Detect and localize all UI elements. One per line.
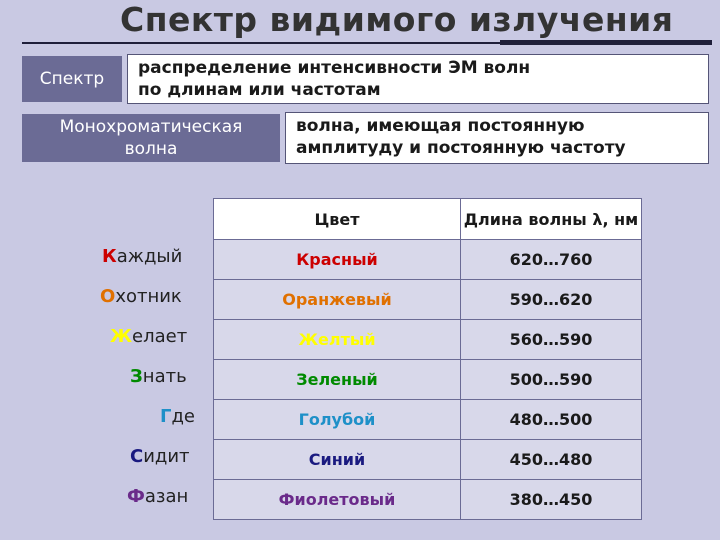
mnemonic-first-letter: З xyxy=(130,366,143,387)
color-name-cell: Желтый xyxy=(213,319,461,360)
table-body: Красный 620…760 Оранжевый 590…620 Желтый 560…… xyxy=(213,239,642,520)
wavelength-range-cell: 450…480 xyxy=(460,439,642,480)
wavelength-range-cell: 620…760 xyxy=(460,239,642,280)
color-name-cell: Оранжевый xyxy=(213,279,461,320)
mnemonic-word: Желает xyxy=(110,326,310,347)
table-row: Синий 450…480 xyxy=(213,439,642,480)
wavelength-range-cell: 560…590 xyxy=(460,319,642,360)
term-spectrum: Спектр xyxy=(22,56,122,102)
mnemonic-word: Знать xyxy=(130,366,330,387)
table-row: Красный 620…760 xyxy=(213,239,642,280)
mnemonic-rest: хотник xyxy=(115,286,182,307)
header-color: Цвет xyxy=(213,198,461,240)
mnemonic-rest: нать xyxy=(142,366,187,387)
mnemonic-first-letter: С xyxy=(130,446,144,467)
definition-monochromatic-line1: волна, имеющая постоянную xyxy=(296,116,585,136)
mnemonic-rest: де xyxy=(171,406,196,427)
color-name-cell: Красный xyxy=(213,239,461,280)
mnemonic-rest: идит xyxy=(143,446,190,467)
definition-monochromatic: волна, имеющая постоянную амплитуду и по… xyxy=(285,112,709,164)
color-name-cell: Зеленый xyxy=(213,359,461,400)
definition-spectrum: распределение интенсивности ЭМ волн по д… xyxy=(127,54,709,104)
term-spectrum-label: Спектр xyxy=(39,69,105,89)
mnemonic-first-letter: Г xyxy=(160,406,172,427)
color-name-cell: Фиолетовый xyxy=(213,479,461,520)
table-row: Оранжевый 590…620 xyxy=(213,279,642,320)
color-name-cell: Синий xyxy=(213,439,461,480)
mnemonic-rest: аждый xyxy=(116,246,183,267)
term-monochromatic-line1: Монохроматическая xyxy=(59,117,243,137)
mnemonic-first-letter: О xyxy=(100,286,116,307)
mnemonic-word: Фазан xyxy=(127,486,327,507)
mnemonic-word: Охотник xyxy=(100,286,300,307)
table-row: Зеленый 500…590 xyxy=(213,359,642,400)
spectrum-table: Цвет Длина волны λ, нм Красный 620…760 Ора… xyxy=(213,198,642,520)
wavelength-range-cell: 500…590 xyxy=(460,359,642,400)
wavelength-range-cell: 380…450 xyxy=(460,479,642,520)
table-row: Фиолетовый 380…450 xyxy=(213,479,642,520)
header-wavelength: Длина волны λ, нм xyxy=(460,198,642,240)
definition-spectrum-line1: распределение интенсивности ЭМ волн xyxy=(138,58,531,78)
mnemonic-first-letter: Ф xyxy=(127,486,145,507)
term-monochromatic-line2: волна xyxy=(124,139,178,159)
wavelength-range-cell: 480…500 xyxy=(460,399,642,440)
definition-monochromatic-line2: амплитуду и постоянную частоту xyxy=(296,138,626,158)
mnemonic-word: Каждый xyxy=(102,246,302,267)
table-row: Голубой 480…500 xyxy=(213,399,642,440)
mnemonic-rest: азан xyxy=(144,486,189,507)
wavelength-range-cell: 590…620 xyxy=(460,279,642,320)
term-monochromatic: Монохроматическая волна xyxy=(22,114,280,162)
color-name-cell: Голубой xyxy=(213,399,461,440)
definition-spectrum-line2: по длинам или частотам xyxy=(138,80,381,100)
mnemonic-rest: елает xyxy=(132,326,188,347)
table-header-row: Цвет Длина волны λ, нм xyxy=(213,198,642,240)
mnemonic-first-letter: К xyxy=(102,246,117,267)
mnemonic-word: Где xyxy=(160,406,360,427)
table-row: Желтый 560…590 xyxy=(213,319,642,360)
slide-title: Спектр видимого излучения xyxy=(120,0,674,39)
mnemonic-first-letter: Ж xyxy=(110,326,133,347)
title-underline xyxy=(22,42,712,44)
mnemonic-word: Сидит xyxy=(130,446,330,467)
title-underline-accent xyxy=(500,40,712,45)
